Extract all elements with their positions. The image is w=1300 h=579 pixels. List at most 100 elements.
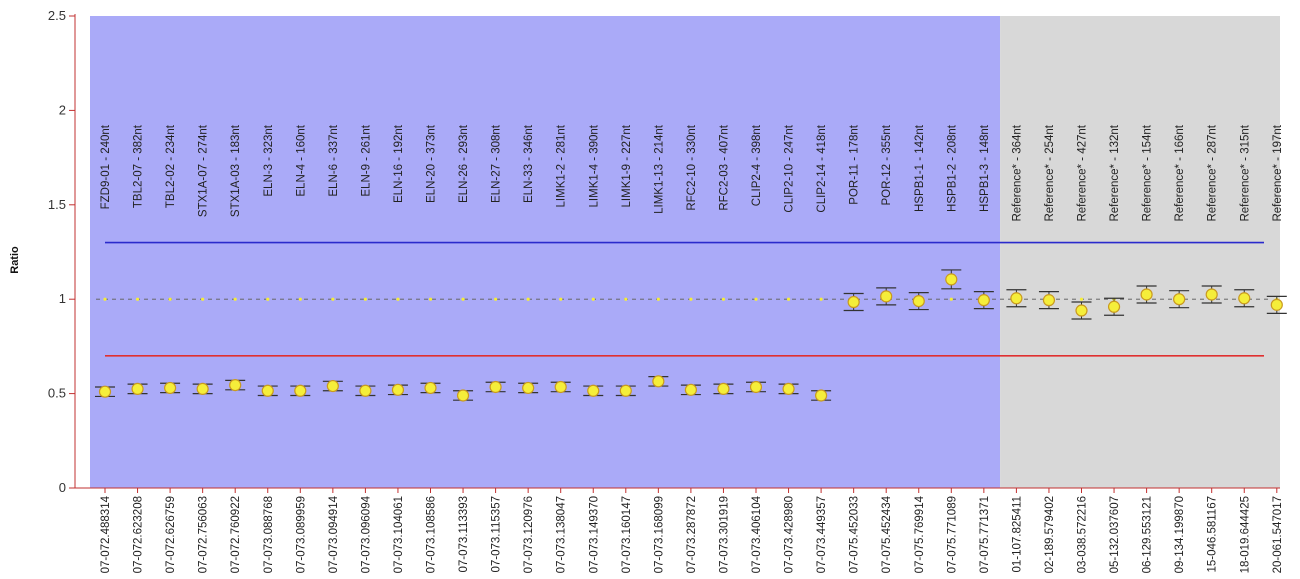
baseline-marker: [201, 297, 205, 301]
data-point: [1140, 288, 1153, 301]
probe-label: Reference* - 166nt: [1174, 124, 1186, 221]
baseline-marker: [721, 297, 726, 301]
position-label: 07-075.452434: [881, 495, 893, 573]
data-point: [261, 384, 274, 397]
probe-label: CLIP2-14 - 418nt: [816, 124, 828, 212]
baseline-marker: [168, 297, 172, 301]
y-tick-label: 0: [59, 480, 66, 495]
position-label: 07-072.760922: [230, 496, 242, 573]
probe-label: Reference* - 287nt: [1207, 124, 1219, 221]
baseline-marker: [103, 297, 107, 301]
data-point: [977, 294, 990, 307]
position-label: 05-132.037607: [1109, 496, 1121, 573]
data-point: [294, 384, 307, 397]
probe-label: POR-12 - 355nt: [881, 124, 893, 205]
position-label: 15-046.581167: [1207, 496, 1219, 573]
data-point: [164, 381, 177, 395]
baseline-marker: [591, 297, 595, 301]
probe-label: HSPB1-3 - 148nt: [979, 124, 991, 212]
position-label: 07-075.769914: [914, 495, 926, 573]
probe-label: FZD9-01 - 240nt: [100, 124, 112, 209]
probe-label: CLIP2-10 - 247nt: [784, 124, 796, 212]
position-label: 07-075.771371: [979, 496, 991, 573]
baseline-marker: [786, 297, 791, 301]
probe-label: STX1A-03 - 183nt: [230, 124, 242, 217]
probe-label: LIMK1-13 - 214nt: [653, 124, 665, 214]
position-label: 09-134.199870: [1174, 496, 1186, 573]
y-tick-label: 2: [59, 102, 66, 117]
baseline-marker: [233, 297, 237, 301]
baseline-marker: [428, 297, 433, 301]
position-label: 07-072.488314: [100, 495, 112, 573]
position-label: 07-075.452033: [849, 496, 861, 573]
y-tick-label: 1.5: [48, 197, 66, 212]
data-point: [1205, 288, 1218, 301]
baseline-marker: [494, 297, 498, 301]
probe-label: ELN-9 - 261nt: [360, 124, 372, 196]
baseline-marker: [331, 297, 335, 301]
data-point: [326, 379, 339, 393]
probe-label: ELN-4 - 160nt: [295, 124, 307, 196]
probe-label: RFC2-10 - 330nt: [686, 124, 698, 210]
probe-label: Reference* - 315nt: [1239, 124, 1251, 221]
data-point: [587, 384, 600, 397]
position-label: 02-189.579402: [1044, 496, 1056, 573]
data-point: [749, 380, 763, 394]
baseline-marker: [754, 297, 758, 301]
data-point: [391, 383, 405, 396]
data-point: [652, 375, 665, 388]
position-label: 07-072.756063: [198, 496, 210, 573]
data-points: [98, 273, 1283, 402]
position-label: 20-061.547017: [1272, 496, 1284, 573]
probe-label: STX1A-07 - 274nt: [198, 124, 210, 217]
position-label: 07-073.301919: [718, 496, 730, 573]
probe-label: Reference* - 197nt: [1272, 124, 1284, 221]
data-point: [1075, 304, 1088, 317]
probe-label: TBL2-07 - 382nt: [133, 124, 145, 208]
y-tick-label: 1: [59, 291, 66, 306]
data-point: [522, 381, 535, 395]
position-label: 03-038.572216: [1077, 496, 1089, 573]
data-point: [1173, 293, 1186, 306]
probe-label: ELN-27 - 308nt: [491, 124, 503, 203]
baseline-marker: [949, 297, 953, 301]
data-point: [196, 382, 209, 395]
probe-label: Reference* - 364nt: [1011, 124, 1023, 221]
data-point: [912, 294, 925, 308]
data-point: [554, 380, 567, 394]
probe-label: POR-11 - 178nt: [849, 124, 861, 204]
position-labels: 07-072.488314 07-072.623208 07-072.626759 0…: [100, 495, 1284, 573]
position-label: 07-073.104061: [393, 496, 405, 573]
data-point: [1010, 292, 1023, 305]
data-point: [814, 389, 828, 402]
data-point: [782, 382, 795, 395]
baseline-marker: [363, 297, 367, 301]
data-point: [359, 384, 372, 397]
position-label: 07-075.771089: [946, 496, 958, 573]
position-label: 07-073.113393: [458, 496, 470, 573]
baseline-marker: [689, 297, 693, 301]
data-point: [229, 379, 242, 392]
y-ticks: 0 0.5 1 1.5 2 2.5: [48, 8, 75, 495]
baseline-marker: [1079, 297, 1084, 301]
position-label: 07-073.089959: [295, 496, 307, 573]
position-label: 07-073.108586: [426, 496, 438, 573]
probe-label: ELN-20 - 373nt: [426, 124, 438, 203]
position-label: 07-073.096094: [360, 495, 372, 573]
data-point: [619, 384, 632, 397]
data-point: [880, 290, 893, 303]
y-tick-label: 0.5: [48, 386, 66, 401]
baseline-marker: [656, 297, 660, 301]
data-point: [684, 383, 698, 396]
data-point: [489, 380, 502, 394]
probe-label: ELN-16 - 192nt: [393, 124, 405, 203]
probe-label: RFC2-03 - 407nt: [718, 124, 730, 210]
position-label: 07-073.120976: [523, 496, 535, 573]
position-label: 07-072.623208: [133, 496, 145, 573]
reference-region-background: [1000, 16, 1280, 488]
x-ticks: [104, 488, 1278, 493]
probe-label: ELN-33 - 346nt: [523, 124, 535, 203]
baseline-marker: [819, 297, 823, 301]
probe-label: Reference* - 132nt: [1109, 124, 1121, 221]
